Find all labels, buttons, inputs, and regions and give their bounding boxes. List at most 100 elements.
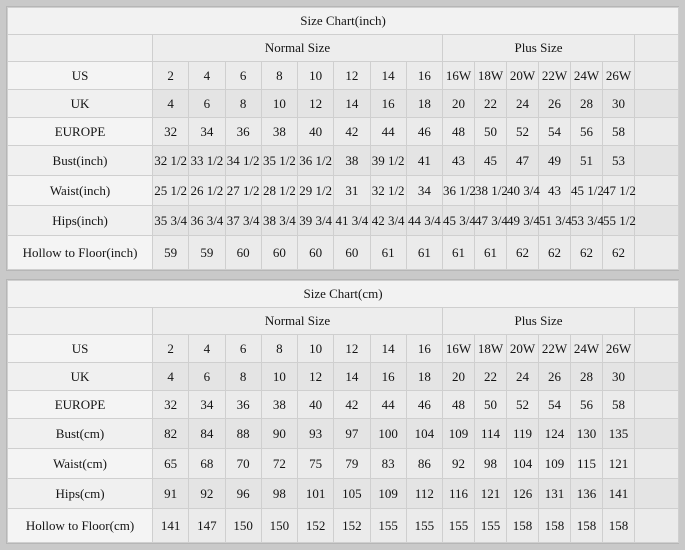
table-row: UK 4 6 8 10 12 14 16 18 20 22 24 26 28 30 — [7, 362, 680, 391]
size-chart-cm: Size Chart(cm) Normal Size Plus Size US 2 4 6 8… — [6, 279, 680, 544]
table-cell: 92 — [442, 448, 475, 479]
table-cell: 44 — [369, 390, 407, 419]
table-cell: 98 — [260, 478, 299, 509]
table-cell: 36 3/4 — [188, 205, 226, 236]
table-cell: 8 — [224, 362, 262, 391]
group-header-spacer — [7, 34, 153, 62]
table-cell: 82 — [151, 418, 190, 449]
table-cell: 32 1/2 — [151, 145, 190, 176]
table-cell: 100 — [369, 418, 407, 449]
table-cell: 158 — [602, 508, 635, 543]
table-cell: 6 — [224, 334, 262, 363]
row-label: Hips(inch) — [7, 205, 153, 236]
table-cell: 38 1/2 — [474, 175, 508, 206]
table-cell: 136 — [570, 478, 603, 509]
table-cell: 90 — [260, 418, 299, 449]
table-cell: 45 — [474, 145, 507, 176]
table-cell: 40 — [296, 390, 335, 419]
table-cell: 54 — [538, 117, 571, 146]
table-cell: 6 — [188, 89, 226, 118]
table-cell: 75 — [296, 448, 335, 479]
table-cell: 26 1/2 — [188, 175, 226, 206]
table-cell: 47 3/4 — [474, 205, 508, 236]
table-cell: 41 — [405, 145, 444, 176]
table-cell: 8 — [224, 89, 262, 118]
table-row: Bust(cm) 82 84 88 90 93 97 100 104 109 114 119 124 13… — [7, 418, 680, 449]
table-cell: 49 3/4 — [506, 205, 540, 236]
table-cell: 49 — [538, 145, 571, 176]
group-header-normal-size: Normal Size — [152, 34, 443, 62]
table-cell: 8 — [260, 334, 299, 363]
table-cell: 30 — [602, 89, 635, 118]
table-cell: 24W — [570, 61, 603, 90]
group-header-spacer — [7, 307, 153, 335]
table-cell: 79 — [333, 448, 371, 479]
table-cell: 4 — [188, 334, 226, 363]
row-tail-spacer — [633, 89, 680, 118]
table-cell: 33 1/2 — [188, 145, 226, 176]
table-cell: 18W — [474, 61, 507, 90]
table-cell: 16 — [405, 334, 444, 363]
table-cell: 48 — [442, 390, 475, 419]
table-cell: 109 — [442, 418, 475, 449]
table-cell: 10 — [296, 334, 335, 363]
table-cell: 26W — [602, 334, 635, 363]
table-cell: 98 — [474, 448, 507, 479]
table-cell: 130 — [570, 418, 603, 449]
table-cell: 92 — [188, 478, 226, 509]
row-tail-spacer — [633, 448, 680, 479]
table-cell: 34 — [188, 117, 226, 146]
table-cell: 14 — [333, 89, 371, 118]
table-cell: 62 — [570, 235, 603, 270]
table-cell: 158 — [570, 508, 603, 543]
group-header-normal-size: Normal Size — [152, 307, 443, 335]
row-label: Hips(cm) — [7, 478, 153, 509]
table-cell: 155 — [405, 508, 444, 543]
table-cell: 56 — [570, 390, 603, 419]
table-cell: 2 — [151, 334, 190, 363]
table-cell: 6 — [224, 61, 262, 90]
table-row: US 2 4 6 8 10 12 14 16 16W 18W 20W 22W 24W 26W — [7, 61, 680, 90]
size-table: Size Chart(inch) Normal Size Plus Size US 2 4… — [6, 7, 680, 270]
size-chart-page: Size Chart(inch) Normal Size Plus Size US 2 4… — [6, 6, 680, 544]
row-label: EUROPE — [7, 390, 153, 419]
table-cell: 141 — [151, 508, 190, 543]
group-header-plus-size: Plus Size — [442, 307, 635, 335]
table-row: EUROPE 32 34 36 38 40 42 44 46 48 50 52 54 56 58 — [7, 390, 680, 419]
table-cell: 62 — [506, 235, 539, 270]
table-cell: 46 — [405, 390, 444, 419]
table-cell: 61 — [474, 235, 507, 270]
table-cell: 36 — [224, 390, 262, 419]
table-cell: 150 — [260, 508, 299, 543]
table-cell: 36 1/2 — [296, 145, 335, 176]
table-cell: 24 — [506, 362, 539, 391]
row-tail-spacer — [633, 61, 680, 90]
table-cell: 109 — [369, 478, 407, 509]
row-label: EUROPE — [7, 117, 153, 146]
table-cell: 34 — [188, 390, 226, 419]
table-cell: 58 — [602, 390, 635, 419]
table-cell: 141 — [602, 478, 635, 509]
table-cell: 34 — [405, 175, 444, 206]
table-cell: 96 — [224, 478, 262, 509]
table-cell: 35 3/4 — [151, 205, 190, 236]
table-row: US 2 4 6 8 10 12 14 16 16W 18W 20W 22W 24W 26W — [7, 334, 680, 363]
table-cell: 44 3/4 — [405, 205, 444, 236]
table-cell: 112 — [405, 478, 444, 509]
table-cell: 52 — [506, 390, 539, 419]
table-cell: 35 1/2 — [260, 145, 299, 176]
table-cell: 36 — [224, 117, 262, 146]
table-cell: 155 — [474, 508, 507, 543]
table-cell: 121 — [602, 448, 635, 479]
table-cell: 6 — [188, 362, 226, 391]
table-cell: 34 1/2 — [224, 145, 262, 176]
table-cell: 70 — [224, 448, 262, 479]
table-cell: 12 — [296, 362, 335, 391]
row-label: UK — [7, 89, 153, 118]
group-header-tail — [633, 34, 680, 62]
table-cell: 126 — [506, 478, 539, 509]
table-cell: 10 — [296, 61, 335, 90]
table-cell: 60 — [224, 235, 262, 270]
table-cell: 55 1/2 — [602, 205, 636, 236]
table-cell: 12 — [333, 61, 371, 90]
